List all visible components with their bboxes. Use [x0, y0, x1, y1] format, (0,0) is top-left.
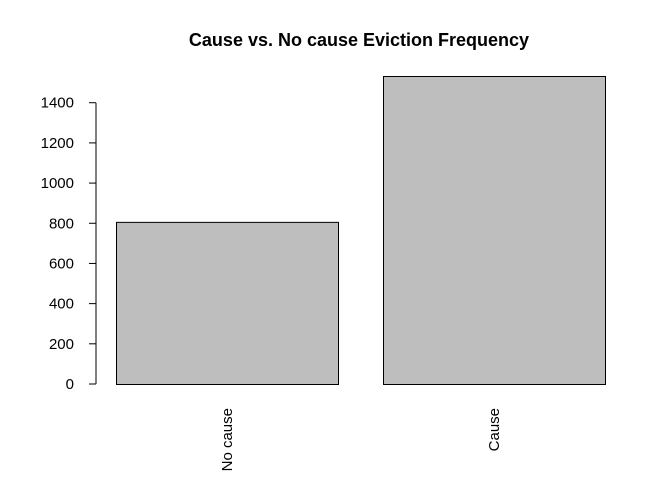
bar-cause [383, 76, 606, 385]
x-tick-label: Cause [486, 408, 503, 451]
chart-title: Cause vs. No cause Eviction Frequency [189, 30, 529, 50]
x-tick-label: No cause [219, 408, 236, 471]
y-tick-label: 600 [49, 255, 74, 272]
y-axis: 0 200 400 600 800 1000 1200 1400 [41, 95, 97, 393]
y-tick-label: 200 [49, 336, 74, 353]
bar-no-cause [116, 221, 339, 385]
y-tick-label: 1200 [41, 135, 74, 152]
y-tick-label: 1000 [41, 175, 74, 192]
y-tick-label: 1400 [41, 95, 74, 112]
x-axis-labels: No cause Cause [219, 408, 503, 471]
y-tick-label: 400 [49, 296, 74, 313]
y-tick-label: 0 [66, 376, 74, 393]
bars [116, 76, 606, 385]
y-tick-label: 800 [49, 215, 74, 232]
